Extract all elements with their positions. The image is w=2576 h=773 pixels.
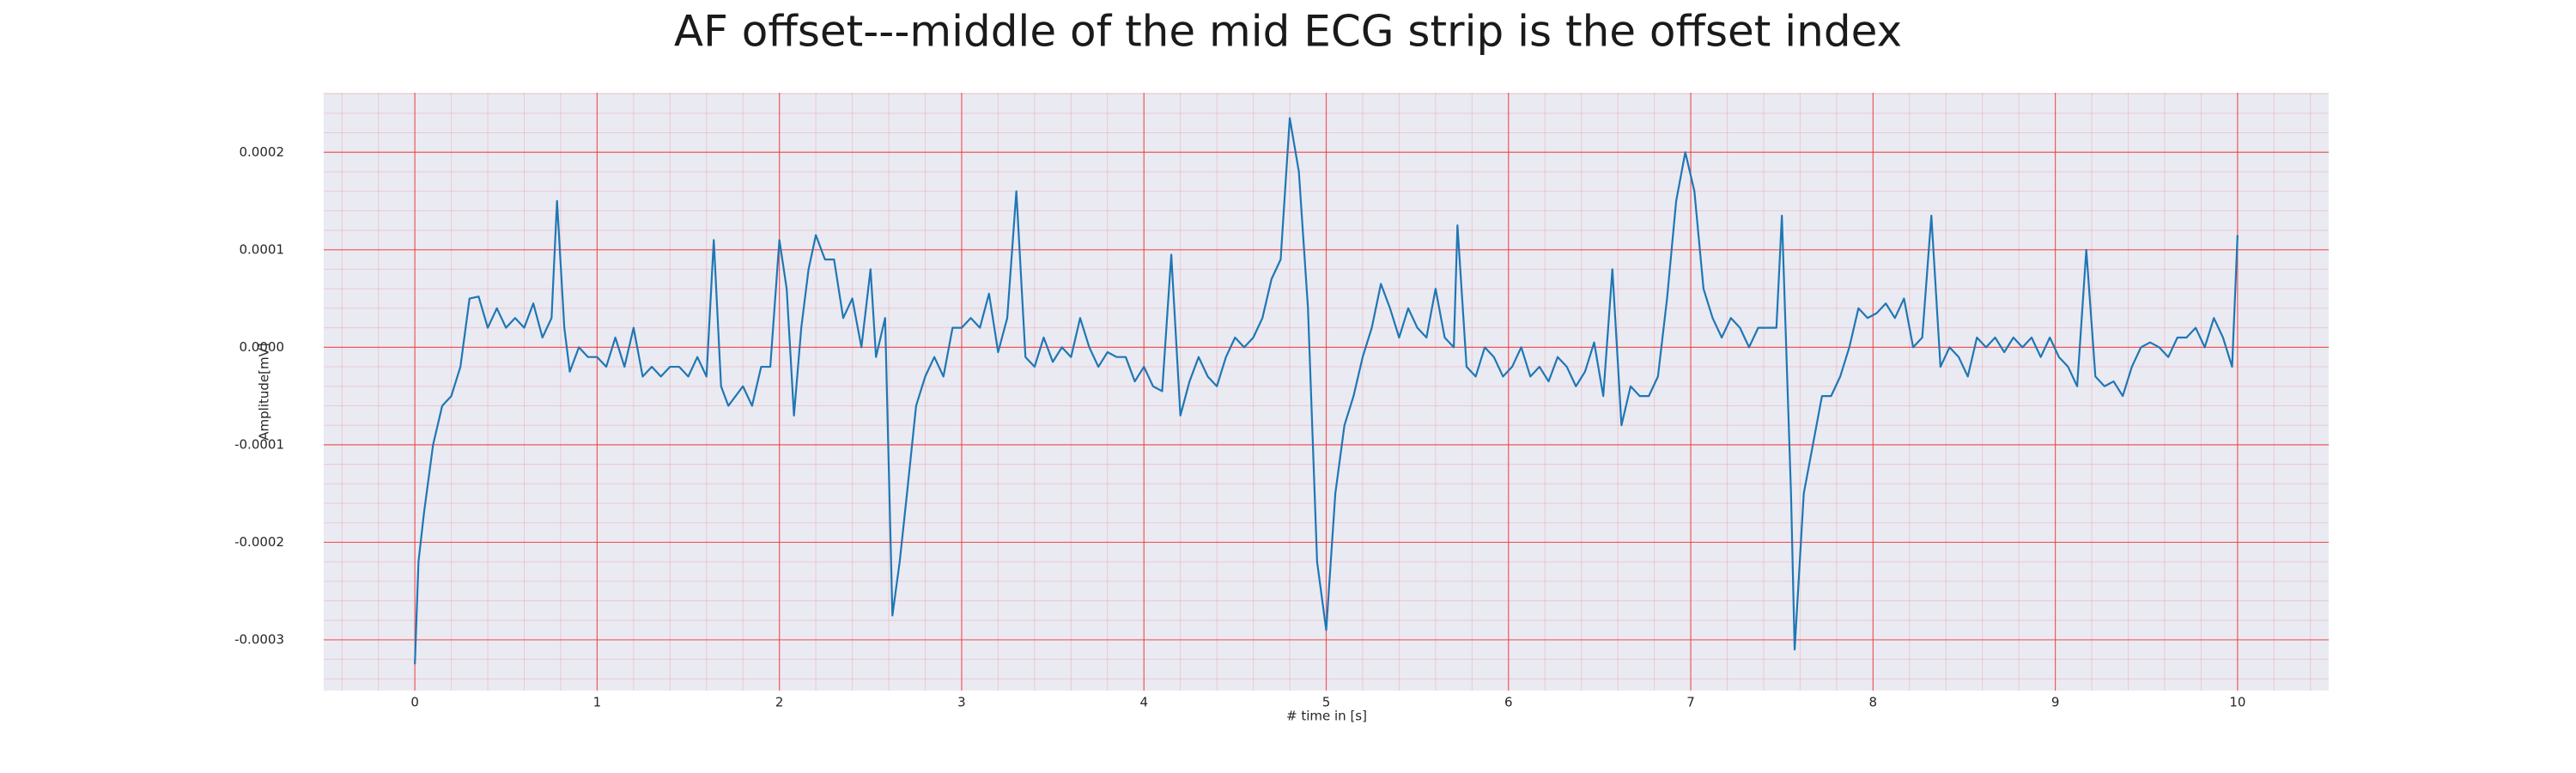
y-tick-label: -0.0003 [234,631,284,647]
grid [324,93,2329,691]
x-tick-label: 1 [593,695,602,710]
y-tick-label: 0.0000 [240,339,285,355]
x-tick-label: 4 [1139,695,1148,710]
x-tick-label: 2 [775,695,784,710]
x-tick-label: 7 [1686,695,1695,710]
y-tick-label: -0.0002 [234,534,284,550]
x-tick-label: 8 [1869,695,1878,710]
x-tick-label: 3 [957,695,966,710]
x-tick-label: 5 [1322,695,1331,710]
y-tick-label: 0.0001 [240,241,285,257]
x-tick-label: 6 [1504,695,1513,710]
y-axis-label: Amplitude[mV] [257,343,272,440]
y-tick-label: 0.0002 [240,144,285,160]
ecg-line [414,117,2239,665]
y-tick-label: -0.0001 [234,436,284,452]
chart-title: AF offset---middle of the mid ECG strip … [674,7,1902,57]
x-tick-label: 9 [2051,695,2060,710]
x-axis-label: # time in [s] [1286,709,1367,724]
x-tick-label: 10 [2229,695,2245,710]
x-tick-label: 0 [410,695,419,710]
